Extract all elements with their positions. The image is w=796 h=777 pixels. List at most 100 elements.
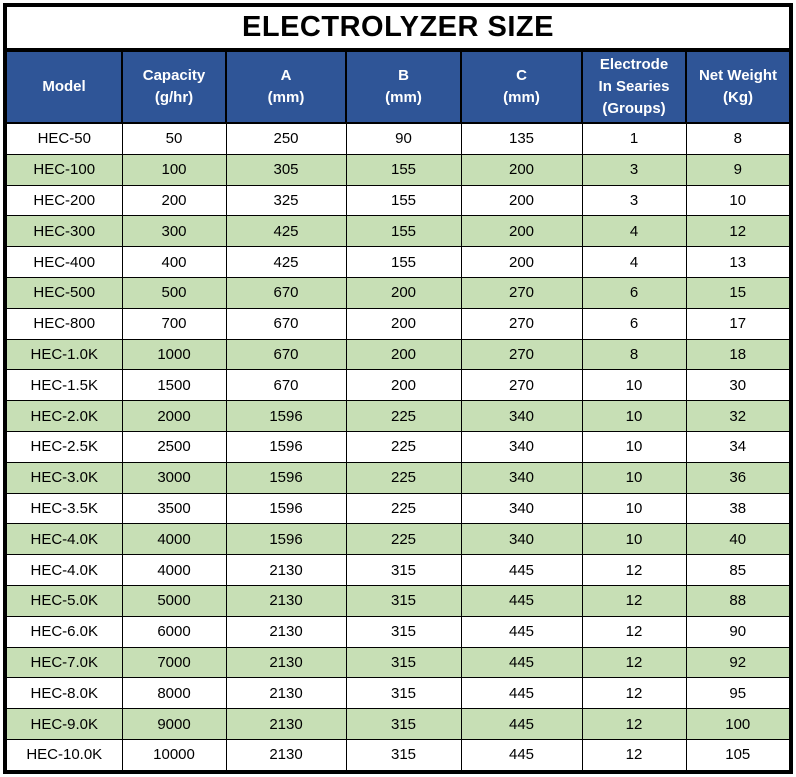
spec-sheet-frame: ELECTROLYZER SIZE Model Capacity (g/hr) … <box>3 3 793 774</box>
table-cell-a-mm: 670 <box>225 277 347 309</box>
table-cell-c-mm: 200 <box>460 246 583 279</box>
table-cell-net-weight: 40 <box>685 523 789 556</box>
table-cell-c-mm: 270 <box>460 338 583 371</box>
table-cell-b-mm: 315 <box>345 738 462 770</box>
table-cell-model: HEC-1.0K <box>7 338 123 371</box>
table-cell-b-mm: 315 <box>345 554 462 586</box>
table-cell-a-mm: 2130 <box>225 584 347 617</box>
table-cell-model: HEC-500 <box>7 277 123 309</box>
table-cell-model: HEC-3.0K <box>7 461 123 494</box>
table-cell-net-weight: 85 <box>685 554 789 586</box>
table-cell-b-mm: 315 <box>345 584 462 617</box>
table-cell-net-weight: 92 <box>685 646 789 679</box>
table-cell-b-mm: 200 <box>345 277 462 309</box>
table-cell-electrode: 1 <box>581 122 687 155</box>
table-cell-a-mm: 670 <box>225 307 347 340</box>
table-cell-c-mm: 200 <box>460 215 583 248</box>
table-cell-b-mm: 155 <box>345 184 462 217</box>
table-cell-capacity: 2500 <box>121 431 227 463</box>
table-cell-electrode: 6 <box>581 277 687 309</box>
table-cell-capacity: 8000 <box>121 677 227 710</box>
table-row: HEC-50 50 250 90 135 1 8 <box>7 122 789 155</box>
table-cell-model: HEC-1.5K <box>7 369 123 402</box>
table-cell-electrode: 3 <box>581 184 687 217</box>
table-row: HEC-800 700 670 200 270 6 17 <box>7 307 789 340</box>
table-cell-electrode: 12 <box>581 554 687 586</box>
table-cell-net-weight: 32 <box>685 400 789 432</box>
table-cell-electrode: 12 <box>581 646 687 679</box>
table-cell-a-mm: 2130 <box>225 646 347 679</box>
table-cell-a-mm: 2130 <box>225 708 347 740</box>
table-cell-c-mm: 270 <box>460 277 583 309</box>
table-cell-b-mm: 225 <box>345 400 462 432</box>
column-header-electrode: Electrode In Searies (Groups) <box>581 52 687 124</box>
column-header-net-weight: Net Weight (Kg) <box>685 52 789 124</box>
table-cell-a-mm: 670 <box>225 369 347 402</box>
table-cell-c-mm: 200 <box>460 153 583 186</box>
table-cell-b-mm: 155 <box>345 153 462 186</box>
table-cell-a-mm: 2130 <box>225 738 347 770</box>
table-cell-capacity: 2000 <box>121 400 227 432</box>
table-cell-model: HEC-9.0K <box>7 708 123 740</box>
table-row: HEC-4.0K 4000 1596 225 340 10 40 <box>7 523 789 556</box>
table-cell-net-weight: 88 <box>685 584 789 617</box>
table-cell-net-weight: 105 <box>685 738 789 770</box>
table-cell-electrode: 10 <box>581 492 687 525</box>
table-cell-c-mm: 445 <box>460 677 583 710</box>
table-row: HEC-1.0K 1000 670 200 270 8 18 <box>7 338 789 371</box>
table-cell-capacity: 500 <box>121 277 227 309</box>
table-cell-net-weight: 13 <box>685 246 789 279</box>
column-header-capacity: Capacity (g/hr) <box>121 52 227 124</box>
page-title: ELECTROLYZER SIZE <box>7 7 789 52</box>
table-cell-a-mm: 670 <box>225 338 347 371</box>
table-cell-model: HEC-400 <box>7 246 123 279</box>
table-cell-capacity: 6000 <box>121 615 227 648</box>
table-cell-b-mm: 155 <box>345 215 462 248</box>
table-cell-c-mm: 445 <box>460 646 583 679</box>
electrolyzer-size-table: Model Capacity (g/hr) A (mm) B (mm) C (m… <box>7 52 789 770</box>
header-row: Model Capacity (g/hr) A (mm) B (mm) C (m… <box>7 52 789 124</box>
table-row: HEC-300 300 425 155 200 4 12 <box>7 215 789 248</box>
table-row: HEC-9.0K 9000 2130 315 445 12 100 <box>7 708 789 740</box>
table-cell-capacity: 3500 <box>121 492 227 525</box>
table-cell-c-mm: 340 <box>460 461 583 494</box>
table-cell-b-mm: 225 <box>345 492 462 525</box>
table-cell-c-mm: 445 <box>460 708 583 740</box>
table-cell-net-weight: 12 <box>685 215 789 248</box>
table-cell-b-mm: 315 <box>345 708 462 740</box>
table-cell-net-weight: 38 <box>685 492 789 525</box>
table-row: HEC-2.0K 2000 1596 225 340 10 32 <box>7 400 789 432</box>
table-row: HEC-100 100 305 155 200 3 9 <box>7 153 789 186</box>
table-cell-capacity: 9000 <box>121 708 227 740</box>
table-cell-model: HEC-4.0K <box>7 523 123 556</box>
table-cell-net-weight: 100 <box>685 708 789 740</box>
table-cell-net-weight: 9 <box>685 153 789 186</box>
table-row: HEC-4.0K 4000 2130 315 445 12 85 <box>7 554 789 586</box>
table-cell-a-mm: 1596 <box>225 523 347 556</box>
table-cell-net-weight: 95 <box>685 677 789 710</box>
table-cell-model: HEC-5.0K <box>7 584 123 617</box>
table-cell-electrode: 10 <box>581 461 687 494</box>
table-cell-a-mm: 425 <box>225 246 347 279</box>
table-row: HEC-3.5K 3500 1596 225 340 10 38 <box>7 492 789 525</box>
table-row: HEC-10.0K 10000 2130 315 445 12 105 <box>7 738 789 770</box>
table-cell-electrode: 3 <box>581 153 687 186</box>
table-cell-c-mm: 340 <box>460 431 583 463</box>
table-cell-c-mm: 445 <box>460 584 583 617</box>
table-cell-c-mm: 445 <box>460 554 583 586</box>
table-cell-a-mm: 1596 <box>225 431 347 463</box>
table-cell-model: HEC-200 <box>7 184 123 217</box>
table-cell-electrode: 10 <box>581 523 687 556</box>
table-cell-model: HEC-2.5K <box>7 431 123 463</box>
table-row: HEC-6.0K 6000 2130 315 445 12 90 <box>7 615 789 648</box>
table-container: Model Capacity (g/hr) A (mm) B (mm) C (m… <box>7 52 789 770</box>
table-cell-capacity: 50 <box>121 122 227 155</box>
table-cell-capacity: 1500 <box>121 369 227 402</box>
table-cell-c-mm: 340 <box>460 400 583 432</box>
table-cell-b-mm: 315 <box>345 646 462 679</box>
table-row: HEC-500 500 670 200 270 6 15 <box>7 277 789 309</box>
table-cell-b-mm: 200 <box>345 369 462 402</box>
table-row: HEC-5.0K 5000 2130 315 445 12 88 <box>7 584 789 617</box>
table-cell-model: HEC-300 <box>7 215 123 248</box>
table-cell-b-mm: 200 <box>345 307 462 340</box>
